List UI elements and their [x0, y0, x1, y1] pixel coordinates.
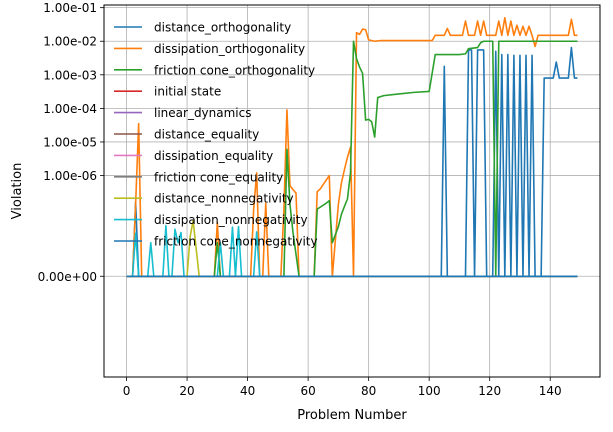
- legend-label: initial state: [154, 85, 221, 99]
- legend-label: friction cone_orthogonality: [154, 63, 315, 77]
- legend-label: distance_orthogonality: [154, 21, 291, 35]
- series-line-friction-cone-orthogonality: [126, 40, 578, 278]
- series-lines: [126, 16, 578, 278]
- series-line-dissipation-nonnegativity: [126, 224, 578, 278]
- x-tick-label: 0: [123, 384, 131, 398]
- y-tick-label: 1.00e-02: [43, 35, 97, 49]
- legend-label: friction cone_nonnegativity: [154, 235, 318, 249]
- x-tick-label: 100: [418, 384, 441, 398]
- x-axis-label: Problem Number: [297, 408, 407, 423]
- y-axis-label: Violation: [10, 163, 25, 220]
- y-axis-ticks: 0.00e+00 1.00e-06 1.00e-05 1.00e-04 1.00e-03…: [38, 1, 104, 284]
- x-tick-label: 20: [179, 384, 194, 398]
- legend-label: linear_dynamics: [154, 106, 252, 120]
- x-tick-label: 140: [539, 384, 562, 398]
- x-tick-label: 80: [361, 384, 376, 398]
- y-tick-label: 1.00e-05: [43, 135, 97, 149]
- y-tick-label: 1.00e-04: [43, 102, 97, 116]
- legend-label: distance_equality: [154, 128, 259, 142]
- x-axis-ticks: 0 20 40 60 80 100 120 140: [123, 377, 562, 398]
- series-line-dissipation-orthogonality: [126, 16, 578, 278]
- legend: distance_orthogonality dissipation_orthog…: [114, 21, 318, 249]
- x-gridlines: [126, 5, 551, 377]
- x-tick-label: 60: [300, 384, 315, 398]
- y-tick-label: 1.00e-06: [43, 169, 97, 183]
- legend-label: dissipation_equality: [154, 149, 273, 163]
- y-tick-label: 1.00e-01: [43, 1, 97, 15]
- y-tick-label: 1.00e-03: [43, 68, 97, 82]
- x-tick-label: 120: [478, 384, 501, 398]
- legend-label: dissipation_nonnegativity: [154, 213, 308, 227]
- x-tick-label: 40: [240, 384, 255, 398]
- plot-frame: [103, 4, 601, 378]
- legend-label: dissipation_orthogonality: [154, 42, 305, 56]
- legend-label: distance_nonnegativity: [154, 192, 294, 206]
- legend-label: friction cone_equality: [154, 170, 283, 184]
- y-tick-label: 0.00e+00: [38, 270, 97, 284]
